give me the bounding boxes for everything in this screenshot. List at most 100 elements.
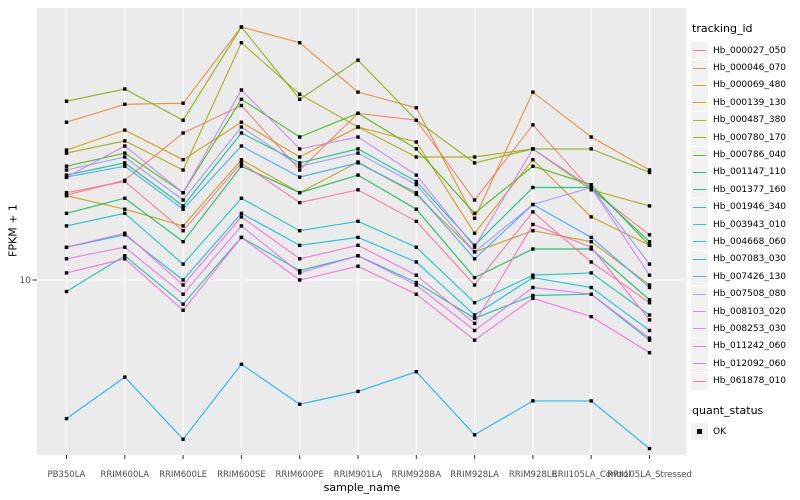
data-point bbox=[298, 402, 302, 406]
legend-key bbox=[691, 268, 708, 286]
legend-entry-label: Hb_004668_060 bbox=[713, 236, 787, 247]
data-point bbox=[472, 161, 477, 165]
legend-entry-label: Hb_007426_130 bbox=[713, 271, 787, 282]
x-tick-label: RRIM928BA bbox=[392, 470, 442, 480]
data-point bbox=[181, 118, 185, 122]
legend-entry: Hb_000046_070 bbox=[691, 59, 799, 77]
legend-entry: Hb_000487_380 bbox=[691, 111, 799, 129]
data-point bbox=[647, 204, 652, 208]
legend-key bbox=[691, 250, 708, 268]
data-point bbox=[531, 164, 535, 168]
data-point bbox=[64, 175, 69, 179]
data-point bbox=[123, 254, 127, 258]
legend-key bbox=[691, 216, 708, 234]
legend-quant-entry: OK bbox=[691, 423, 799, 440]
data-point bbox=[414, 155, 418, 159]
legend-entry: Hb_008103_020 bbox=[691, 303, 799, 321]
data-point bbox=[123, 102, 127, 106]
legend-entry-label: Hb_012092_060 bbox=[713, 358, 787, 369]
data-point bbox=[531, 229, 535, 233]
data-point bbox=[531, 222, 535, 227]
data-point bbox=[356, 219, 360, 223]
legend-entry: Hb_011242_060 bbox=[691, 337, 799, 355]
legend-key-line-icon bbox=[693, 258, 706, 260]
data-point bbox=[64, 168, 69, 172]
x-axis-title: sample_name bbox=[323, 481, 401, 494]
data-point bbox=[298, 155, 302, 159]
data-point bbox=[472, 257, 477, 261]
legend-title-tracking-id: tracking_id bbox=[692, 22, 753, 35]
data-point bbox=[356, 135, 360, 139]
y-axis-title: FPKM + 1 bbox=[6, 204, 20, 257]
legend-entry-label: Hb_007083_030 bbox=[713, 254, 787, 265]
data-point bbox=[123, 87, 127, 91]
data-point bbox=[414, 192, 418, 197]
data-point bbox=[298, 200, 302, 205]
data-point bbox=[414, 283, 418, 287]
data-point bbox=[64, 120, 69, 124]
data-point bbox=[64, 173, 69, 177]
data-point bbox=[647, 170, 652, 175]
data-point bbox=[181, 191, 185, 195]
legend-entry: Hb_001147_110 bbox=[691, 163, 799, 181]
data-point bbox=[589, 260, 593, 264]
data-point bbox=[356, 173, 360, 177]
data-point bbox=[414, 118, 418, 122]
data-point bbox=[531, 399, 535, 403]
data-point bbox=[647, 336, 652, 340]
data-point bbox=[181, 292, 185, 296]
data-point bbox=[472, 275, 477, 280]
legend-key bbox=[691, 233, 708, 251]
data-point bbox=[181, 101, 185, 105]
data-point bbox=[123, 179, 127, 184]
legend-entries: Hb_000027_050 Hb_000046_070 Hb_000069_480 H… bbox=[691, 42, 799, 390]
data-point bbox=[239, 164, 244, 168]
data-point bbox=[647, 301, 652, 305]
data-point bbox=[472, 243, 477, 247]
data-point bbox=[239, 88, 244, 92]
data-point bbox=[239, 224, 244, 228]
legend-key bbox=[691, 198, 708, 216]
legend-key bbox=[691, 42, 708, 60]
data-point bbox=[298, 41, 302, 45]
data-point bbox=[239, 211, 244, 215]
legend-key-line-icon bbox=[693, 154, 706, 156]
data-point bbox=[647, 168, 652, 172]
data-point bbox=[647, 338, 652, 342]
data-point bbox=[647, 351, 652, 355]
data-point bbox=[181, 198, 185, 202]
data-point bbox=[356, 111, 360, 115]
legend-quant-entries: OK bbox=[691, 423, 799, 440]
legend-entry-label: Hb_007508_080 bbox=[713, 289, 787, 300]
legend-key-line-icon bbox=[693, 137, 706, 139]
legend-key-line-icon bbox=[693, 171, 706, 173]
data-point bbox=[414, 173, 418, 177]
data-point bbox=[472, 155, 477, 159]
data-point bbox=[472, 301, 477, 305]
legend-key bbox=[691, 94, 708, 112]
data-point bbox=[123, 161, 127, 165]
data-point bbox=[239, 158, 244, 162]
legend-key bbox=[691, 285, 708, 303]
data-point bbox=[472, 433, 477, 437]
data-point bbox=[298, 92, 302, 96]
data-point bbox=[356, 243, 360, 247]
legend-title-quant-status: quant_status bbox=[692, 403, 764, 417]
data-point bbox=[414, 183, 418, 187]
data-point bbox=[472, 321, 477, 326]
legend-key bbox=[691, 320, 708, 338]
data-point bbox=[589, 245, 593, 249]
x-tick-label: RRIM600LE bbox=[159, 470, 207, 480]
legend-key bbox=[691, 303, 708, 321]
data-point bbox=[589, 271, 593, 275]
data-point bbox=[181, 278, 185, 282]
legend-entry: Hb_000069_480 bbox=[691, 76, 799, 94]
data-point bbox=[531, 185, 535, 190]
data-point bbox=[64, 151, 69, 155]
data-point bbox=[123, 245, 127, 249]
data-point bbox=[298, 135, 302, 139]
data-point bbox=[356, 161, 360, 165]
legend-key bbox=[691, 372, 708, 390]
legend-entry-label: Hb_011242_060 bbox=[713, 341, 787, 352]
legend-key-line-icon bbox=[693, 119, 706, 121]
